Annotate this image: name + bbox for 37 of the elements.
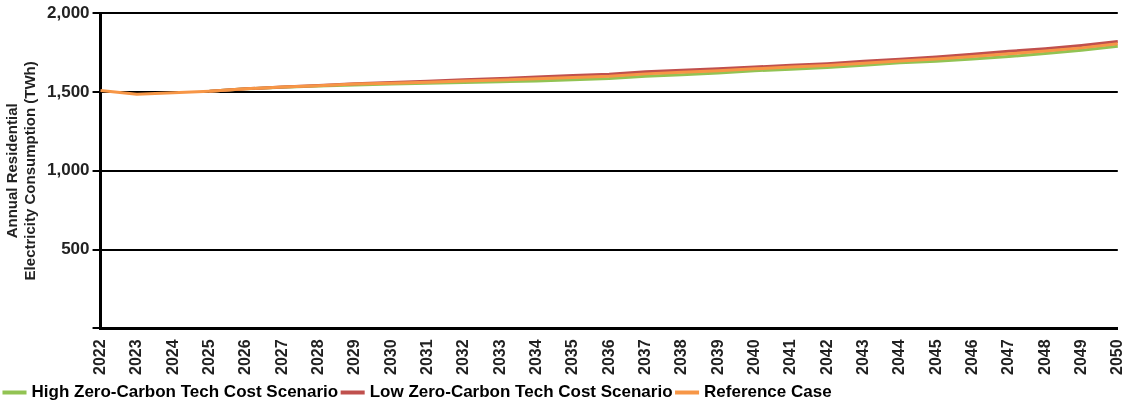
y-tick-label: 1,500 xyxy=(46,81,90,101)
y-axis-title: Annual Residential Electricity Consumption (TWh) xyxy=(3,61,39,281)
y-tick-label: 500 xyxy=(61,239,90,259)
x-tick-label: 2026 xyxy=(236,339,254,375)
x-tick-label: 2024 xyxy=(163,339,181,375)
x-tick-label: 2040 xyxy=(744,339,762,375)
legend-label: High Zero-Carbon Tech Cost Scenario xyxy=(31,382,339,402)
y-tick-label: 1,000 xyxy=(46,160,90,180)
legend-label: Low Zero-Carbon Tech Cost Scenario xyxy=(369,382,673,402)
legend-label: Reference Case xyxy=(704,382,832,402)
x-tick-label: 2022 xyxy=(90,339,108,375)
x-tick-label: 2034 xyxy=(526,339,544,375)
x-tick-label: 2049 xyxy=(1071,339,1089,375)
x-tick-label: 2037 xyxy=(635,339,653,375)
x-tick-label: 2032 xyxy=(454,339,472,375)
x-tick-label: 2023 xyxy=(127,339,145,375)
x-tick-label: 2044 xyxy=(890,339,908,375)
x-tick-label: 2042 xyxy=(817,339,835,375)
x-tick-label: 2029 xyxy=(345,339,363,375)
x-tick-label: 2048 xyxy=(1035,339,1053,375)
x-tick-label: 2033 xyxy=(490,339,508,375)
x-tick-label: 2050 xyxy=(1108,339,1126,375)
y-tick-label: 2,000 xyxy=(46,2,90,22)
x-tick-label: 2039 xyxy=(708,339,726,375)
x-tick-label: 2035 xyxy=(563,339,581,375)
x-tick-label: 2045 xyxy=(926,339,944,375)
x-tick-label: 2030 xyxy=(381,339,399,375)
x-tick-label: 2028 xyxy=(308,339,326,375)
x-tick-label: 2041 xyxy=(781,339,799,375)
x-tick-label: 2043 xyxy=(853,339,871,375)
x-tick-label: 2038 xyxy=(672,339,690,375)
x-tick-label: 2046 xyxy=(962,339,980,375)
x-tick-label: 2025 xyxy=(199,339,217,375)
x-tick-label: 2031 xyxy=(417,339,435,375)
x-tick-label: 2047 xyxy=(999,339,1017,375)
x-tick-label: 2036 xyxy=(599,339,617,375)
x-tick-label: 2027 xyxy=(272,339,290,375)
